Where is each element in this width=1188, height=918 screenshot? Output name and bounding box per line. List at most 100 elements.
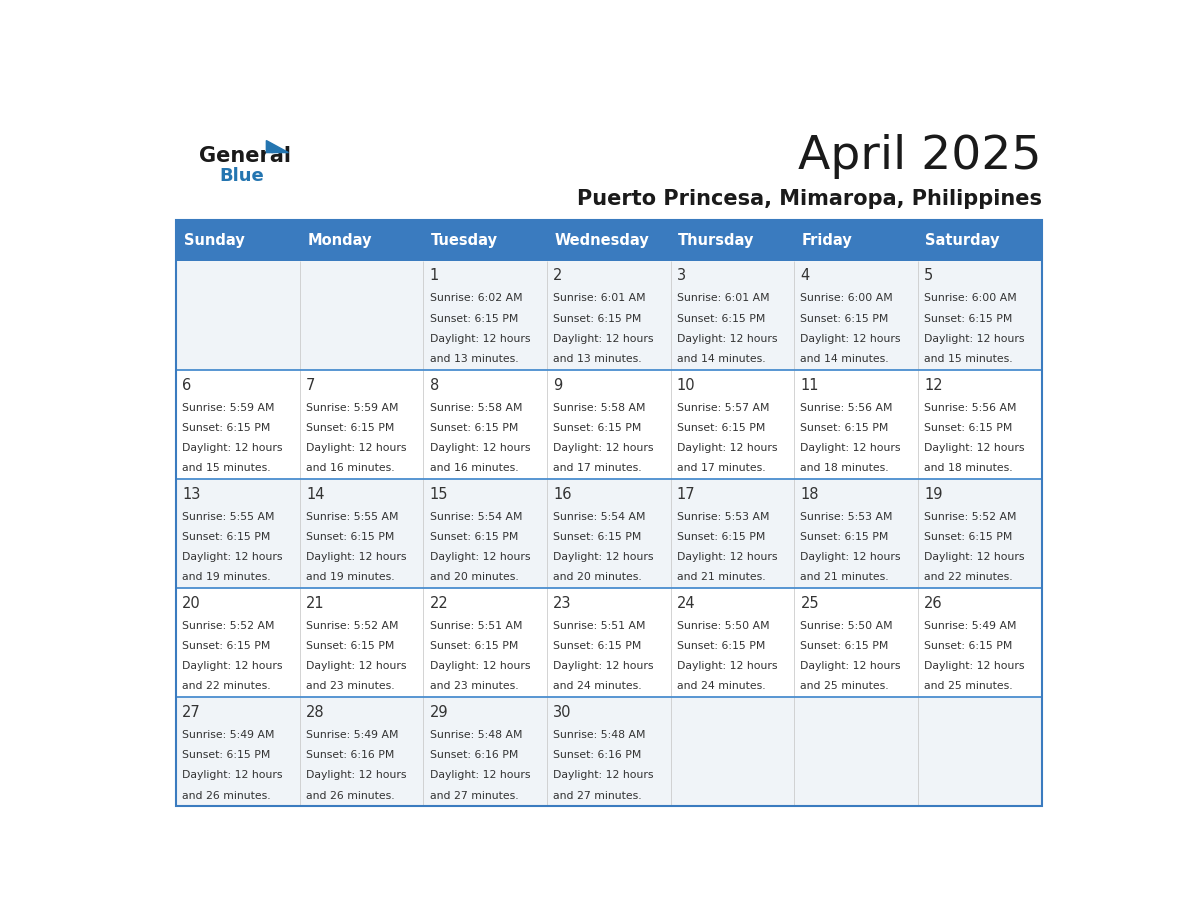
Bar [176, 219, 299, 261]
Text: Saturday: Saturday [925, 233, 1000, 248]
Text: Sunset: 6:15 PM: Sunset: 6:15 PM [430, 423, 518, 432]
Bar [176, 479, 299, 588]
Text: and 19 minutes.: and 19 minutes. [307, 572, 394, 582]
Text: Tuesday: Tuesday [431, 233, 498, 248]
Text: Sunrise: 5:58 AM: Sunrise: 5:58 AM [430, 403, 522, 412]
Text: Sunrise: 5:50 AM: Sunrise: 5:50 AM [801, 621, 893, 631]
Text: Sunset: 6:15 PM: Sunset: 6:15 PM [307, 641, 394, 651]
Text: Puerto Princesa, Mimaropa, Philippines: Puerto Princesa, Mimaropa, Philippines [576, 188, 1042, 208]
Text: Daylight: 12 hours: Daylight: 12 hours [801, 334, 901, 344]
Text: Daylight: 12 hours: Daylight: 12 hours [307, 770, 406, 780]
Text: Daylight: 12 hours: Daylight: 12 hours [430, 661, 530, 671]
Text: Sunrise: 5:48 AM: Sunrise: 5:48 AM [430, 730, 522, 740]
Text: and 14 minutes.: and 14 minutes. [677, 354, 765, 364]
Text: and 21 minutes.: and 21 minutes. [677, 572, 765, 582]
Bar [299, 370, 423, 479]
Text: Daylight: 12 hours: Daylight: 12 hours [554, 443, 653, 453]
Bar [546, 219, 671, 261]
Text: Daylight: 12 hours: Daylight: 12 hours [430, 552, 530, 562]
Bar [423, 261, 546, 370]
Text: Sunrise: 5:53 AM: Sunrise: 5:53 AM [677, 511, 770, 521]
Text: Sunset: 6:15 PM: Sunset: 6:15 PM [182, 532, 271, 542]
Text: Sunset: 6:15 PM: Sunset: 6:15 PM [677, 641, 765, 651]
Text: 18: 18 [801, 487, 819, 501]
Text: 29: 29 [430, 705, 448, 720]
Text: Sunset: 6:15 PM: Sunset: 6:15 PM [554, 641, 642, 651]
Bar [671, 479, 795, 588]
Text: and 23 minutes.: and 23 minutes. [307, 681, 394, 691]
Text: and 14 minutes.: and 14 minutes. [801, 354, 889, 364]
Text: Sunset: 6:15 PM: Sunset: 6:15 PM [924, 641, 1012, 651]
Text: Daylight: 12 hours: Daylight: 12 hours [677, 443, 777, 453]
Text: Sunrise: 5:54 AM: Sunrise: 5:54 AM [554, 511, 646, 521]
Text: 8: 8 [430, 377, 438, 393]
Bar [671, 698, 795, 806]
Text: 20: 20 [182, 596, 201, 610]
Bar [671, 219, 795, 261]
Text: Sunrise: 5:59 AM: Sunrise: 5:59 AM [307, 403, 398, 412]
Text: 17: 17 [677, 487, 695, 501]
Text: 27: 27 [182, 705, 201, 720]
Text: 7: 7 [307, 377, 315, 393]
Bar [299, 479, 423, 588]
Text: Sunrise: 5:49 AM: Sunrise: 5:49 AM [924, 621, 1017, 631]
Text: and 22 minutes.: and 22 minutes. [182, 681, 271, 691]
Polygon shape [266, 140, 289, 152]
Bar [546, 698, 671, 806]
Text: Sunrise: 5:59 AM: Sunrise: 5:59 AM [182, 403, 274, 412]
Text: Friday: Friday [802, 233, 853, 248]
Text: Sunrise: 5:54 AM: Sunrise: 5:54 AM [430, 511, 522, 521]
Text: and 20 minutes.: and 20 minutes. [554, 572, 642, 582]
Text: Sunset: 6:16 PM: Sunset: 6:16 PM [554, 750, 642, 760]
Bar [423, 479, 546, 588]
Bar [918, 219, 1042, 261]
Text: 26: 26 [924, 596, 943, 610]
Text: Sunrise: 6:02 AM: Sunrise: 6:02 AM [430, 294, 523, 304]
Bar [795, 698, 918, 806]
Text: 2: 2 [554, 268, 563, 284]
Text: Sunrise: 5:51 AM: Sunrise: 5:51 AM [430, 621, 522, 631]
Text: Sunrise: 5:52 AM: Sunrise: 5:52 AM [924, 511, 1017, 521]
Bar [918, 370, 1042, 479]
Text: Sunrise: 5:55 AM: Sunrise: 5:55 AM [307, 511, 398, 521]
Text: Thursday: Thursday [678, 233, 754, 248]
Text: Daylight: 12 hours: Daylight: 12 hours [554, 770, 653, 780]
Text: Daylight: 12 hours: Daylight: 12 hours [307, 443, 406, 453]
Text: Sunset: 6:15 PM: Sunset: 6:15 PM [677, 314, 765, 324]
Bar [299, 261, 423, 370]
Text: 19: 19 [924, 487, 942, 501]
Text: Sunrise: 6:01 AM: Sunrise: 6:01 AM [677, 294, 770, 304]
Text: Sunset: 6:15 PM: Sunset: 6:15 PM [801, 314, 889, 324]
Text: Sunset: 6:15 PM: Sunset: 6:15 PM [924, 314, 1012, 324]
Text: Sunset: 6:15 PM: Sunset: 6:15 PM [307, 532, 394, 542]
Text: 24: 24 [677, 596, 695, 610]
Text: Sunset: 6:16 PM: Sunset: 6:16 PM [307, 750, 394, 760]
Bar [671, 370, 795, 479]
Bar [671, 588, 795, 698]
Text: and 21 minutes.: and 21 minutes. [801, 572, 889, 582]
Bar [423, 219, 546, 261]
Text: 4: 4 [801, 268, 810, 284]
Text: and 23 minutes.: and 23 minutes. [430, 681, 518, 691]
Text: and 24 minutes.: and 24 minutes. [554, 681, 642, 691]
Text: Daylight: 12 hours: Daylight: 12 hours [307, 552, 406, 562]
Text: Sunset: 6:15 PM: Sunset: 6:15 PM [182, 750, 271, 760]
Text: Sunrise: 5:50 AM: Sunrise: 5:50 AM [677, 621, 770, 631]
Text: Daylight: 12 hours: Daylight: 12 hours [924, 443, 1024, 453]
Text: and 18 minutes.: and 18 minutes. [924, 464, 1012, 473]
Text: Sunset: 6:15 PM: Sunset: 6:15 PM [924, 532, 1012, 542]
Text: Sunrise: 5:49 AM: Sunrise: 5:49 AM [307, 730, 398, 740]
Text: Sunrise: 5:49 AM: Sunrise: 5:49 AM [182, 730, 274, 740]
Text: and 17 minutes.: and 17 minutes. [554, 464, 642, 473]
Text: Daylight: 12 hours: Daylight: 12 hours [554, 334, 653, 344]
Text: and 18 minutes.: and 18 minutes. [801, 464, 889, 473]
Text: 23: 23 [554, 596, 571, 610]
Text: Daylight: 12 hours: Daylight: 12 hours [801, 443, 901, 453]
Text: 9: 9 [554, 377, 562, 393]
Text: Sunset: 6:15 PM: Sunset: 6:15 PM [924, 423, 1012, 432]
Text: Daylight: 12 hours: Daylight: 12 hours [801, 661, 901, 671]
Text: Sunset: 6:16 PM: Sunset: 6:16 PM [430, 750, 518, 760]
Bar [176, 261, 299, 370]
Text: and 27 minutes.: and 27 minutes. [430, 790, 518, 800]
Text: Sunrise: 5:56 AM: Sunrise: 5:56 AM [924, 403, 1017, 412]
